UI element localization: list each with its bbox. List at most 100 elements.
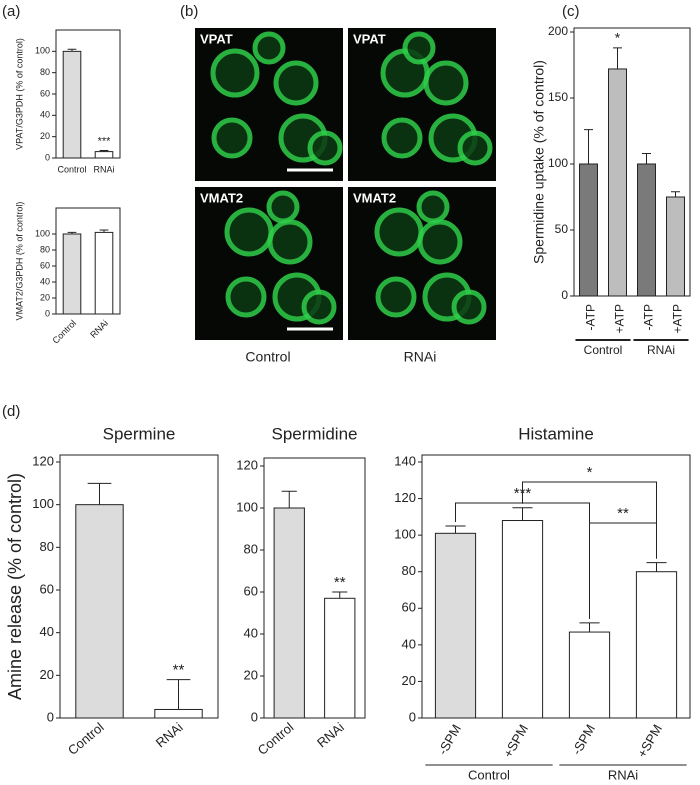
chart-title: Spermidine — [272, 424, 358, 443]
bar — [635, 571, 678, 719]
group-label: Control — [584, 343, 623, 357]
plot-frame — [421, 454, 691, 719]
y-tick-label: 60 — [244, 583, 258, 598]
group-label: RNAi — [608, 767, 638, 782]
group-label: Control — [468, 767, 510, 782]
chart-title: Histamine — [518, 424, 594, 443]
x-tick-label: Control — [51, 318, 79, 346]
error-bar — [512, 507, 533, 521]
y-axis-label: Amine release (% of control) — [5, 473, 25, 700]
y-tick-label: 20 — [402, 673, 416, 688]
plot-frame — [263, 457, 366, 719]
error-bar — [281, 490, 297, 508]
bracket-label: * — [587, 464, 593, 481]
bar — [324, 597, 356, 719]
x-tick-label: RNAi — [314, 719, 347, 750]
image-label: VPAT — [353, 31, 386, 46]
x-tick-label: +ATP — [613, 304, 627, 333]
y-tick-label: 140 — [394, 453, 416, 468]
y-tick-label: 60 — [402, 600, 416, 615]
y-tick-label: 120 — [394, 490, 416, 505]
error-bar — [642, 152, 651, 164]
bar — [608, 68, 627, 297]
y-tick-label: 40 — [244, 625, 258, 640]
bar — [62, 50, 82, 159]
y-tick-label: 100 — [35, 46, 50, 56]
panel-label: (d) — [2, 403, 20, 420]
error-bar — [646, 562, 667, 572]
plot-frame — [59, 454, 219, 719]
bracket — [589, 522, 657, 619]
error-bar — [613, 47, 622, 69]
bracket — [522, 481, 657, 559]
panel-label: (b) — [180, 3, 198, 20]
bar — [568, 631, 611, 719]
x-tick-label: +SPM — [634, 722, 665, 760]
y-tick-label: 150 — [548, 90, 568, 104]
bar — [154, 708, 203, 719]
y-tick-label: 0 — [409, 709, 416, 724]
bar — [94, 231, 114, 315]
y-tick-label: 20 — [40, 292, 50, 302]
image-column-label: Control — [245, 349, 290, 365]
cell — [417, 219, 463, 265]
error-bar — [584, 129, 593, 164]
significance: ** — [173, 662, 185, 679]
cell — [210, 48, 260, 98]
cell — [273, 60, 319, 106]
x-tick-label: -SPM — [435, 722, 464, 758]
y-tick-label: 60 — [40, 88, 50, 98]
error-bar — [67, 48, 77, 52]
x-tick-label: RNAi — [153, 719, 186, 750]
cell — [374, 207, 424, 257]
y-tick-label: 0 — [47, 709, 54, 724]
cell — [451, 289, 487, 325]
bar — [637, 163, 656, 297]
x-tick-label: RNAi — [93, 164, 114, 174]
x-tick-label: Control — [255, 719, 297, 758]
cell — [423, 60, 469, 106]
y-tick-label: 100 — [548, 156, 568, 170]
image-label: VPAT — [200, 31, 233, 46]
y-tick-label: 20 — [40, 131, 50, 141]
y-tick-label: 40 — [40, 624, 54, 639]
x-tick-label: -ATP — [584, 304, 598, 330]
cell — [402, 31, 436, 65]
y-tick-label: 0 — [251, 709, 258, 724]
cell — [267, 219, 313, 265]
cell — [211, 117, 253, 159]
significance: *** — [98, 135, 112, 147]
y-tick-label: 0 — [45, 152, 50, 162]
bar — [434, 532, 477, 719]
y-tick-label: 20 — [40, 667, 54, 682]
y-tick-label: 50 — [555, 222, 569, 236]
image-label: VMAT2 — [353, 190, 396, 205]
significance: * — [615, 30, 621, 46]
y-tick-label: 80 — [40, 244, 50, 254]
bar — [94, 151, 114, 159]
y-tick-label: 60 — [40, 260, 50, 270]
cell — [301, 289, 337, 325]
x-tick-label: -ATP — [642, 304, 656, 330]
x-tick-label: +ATP — [671, 304, 685, 333]
y-tick-label: 80 — [40, 67, 50, 77]
bar — [273, 507, 305, 719]
cell — [375, 276, 417, 318]
panel-label: (a) — [2, 3, 20, 20]
y-axis-label: VMAT2/G3PDH (% of control) — [14, 202, 24, 321]
plot-frame — [573, 27, 691, 297]
error-bar — [99, 229, 109, 233]
y-tick-label: 80 — [402, 563, 416, 578]
y-tick-label: 100 — [35, 228, 50, 238]
y-tick-label: 20 — [244, 667, 258, 682]
y-tick-label: 100 — [32, 496, 54, 511]
x-tick-label: +SPM — [500, 722, 531, 760]
y-axis-label: Spermidine uptake (% of control) — [531, 60, 547, 264]
error-bar — [445, 525, 466, 534]
cell — [252, 31, 286, 65]
cell — [381, 117, 423, 159]
y-tick-label: 100 — [236, 499, 258, 514]
bar — [62, 233, 82, 315]
y-tick-label: 40 — [402, 636, 416, 651]
